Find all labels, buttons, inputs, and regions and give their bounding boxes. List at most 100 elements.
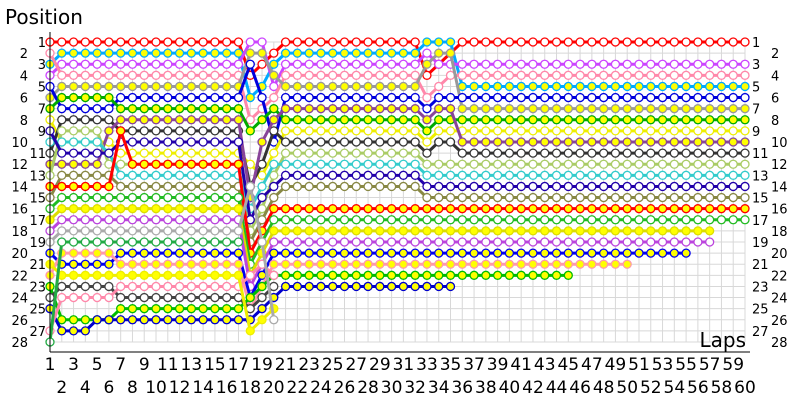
lap-position-marker	[551, 137, 562, 147]
lap-position-marker	[469, 104, 479, 114]
y-tick-label-left: 19	[29, 236, 46, 251]
lap-position-marker	[386, 104, 397, 114]
lap-position-marker	[705, 81, 715, 92]
lap-position-marker	[375, 170, 385, 180]
lap-position-marker	[92, 59, 102, 69]
lap-position-marker	[481, 92, 491, 103]
lap-position-marker	[304, 259, 314, 269]
lap-position-marker	[57, 192, 67, 203]
lap-position-marker	[422, 192, 432, 203]
x-tick-label: 21	[275, 355, 297, 375]
lap-position-marker	[516, 92, 526, 103]
lap-position-marker	[127, 81, 138, 92]
lap-position-marker	[705, 170, 715, 180]
lap-position-marker	[504, 70, 515, 80]
lap-position-marker	[492, 126, 503, 136]
lap-position-marker	[445, 259, 456, 269]
lap-position-marker	[551, 259, 562, 269]
lap-position-marker	[646, 92, 656, 103]
lap-position-marker	[728, 81, 738, 92]
lap-position-marker	[422, 237, 432, 247]
lap-position-marker	[422, 248, 432, 258]
lap-position-marker	[422, 181, 432, 192]
lap-position-marker	[540, 192, 550, 203]
lap-position-marker	[198, 204, 208, 214]
series-line	[50, 40, 745, 77]
lap-position-marker	[304, 237, 314, 247]
y-tick-label-right: 7	[752, 103, 760, 118]
lap-position-marker	[163, 59, 173, 69]
lap-position-marker	[705, 181, 715, 192]
lap-position-marker	[198, 81, 208, 92]
lap-position-marker	[339, 170, 350, 180]
lap-position-marker	[587, 181, 597, 192]
lap-position-marker	[351, 281, 361, 292]
lap-position-marker	[681, 37, 691, 47]
lap-position-marker	[292, 204, 303, 214]
lap-position-marker	[528, 159, 538, 169]
lap-position-marker	[363, 70, 373, 80]
lap-position-marker	[434, 226, 444, 236]
lap-position-marker	[469, 192, 479, 203]
lap-position-marker	[422, 204, 432, 214]
lap-position-marker	[434, 104, 444, 114]
lap-position-marker	[116, 104, 126, 114]
lap-position-marker	[351, 237, 361, 247]
lap-position-marker	[705, 126, 715, 136]
lap-position-marker	[516, 104, 526, 114]
lap-position-marker	[598, 37, 609, 47]
lap-position-marker	[716, 159, 727, 169]
y-tick-label-right: 15	[752, 192, 769, 207]
lap-position-marker	[622, 115, 632, 125]
lap-position-marker	[68, 104, 79, 114]
lap-position-marker	[363, 48, 373, 58]
series-19	[45, 248, 691, 303]
lap-position-marker	[716, 59, 727, 69]
lap-position-marker	[210, 281, 220, 292]
lap-position-marker	[398, 115, 409, 125]
lap-position-marker	[716, 115, 727, 125]
lap-position-marker	[57, 148, 67, 158]
lap-position-marker	[304, 59, 314, 69]
y-tick-label-right: 8	[771, 114, 779, 129]
lap-position-marker	[386, 48, 397, 58]
lap-position-marker	[104, 259, 114, 269]
lap-position-marker	[504, 159, 515, 169]
lap-position-marker	[504, 192, 515, 203]
lap-position-marker	[528, 259, 538, 269]
lap-position-marker	[516, 226, 526, 236]
lap-position-marker	[598, 115, 609, 125]
lap-position-marker	[669, 192, 679, 203]
lap-position-marker	[174, 37, 185, 47]
lap-position-marker	[163, 204, 173, 214]
lap-position-marker	[139, 215, 149, 225]
lap-position-marker	[457, 137, 467, 147]
series-group	[45, 37, 750, 347]
lap-position-marker	[363, 204, 373, 214]
lap-position-marker	[174, 104, 185, 114]
x-tick-label: 31	[393, 355, 415, 375]
lap-position-marker	[587, 70, 597, 80]
lap-position-marker	[104, 281, 114, 292]
lap-position-marker	[386, 81, 397, 92]
lap-position-marker	[80, 237, 90, 247]
lap-position-marker	[304, 181, 314, 192]
lap-position-marker	[151, 59, 161, 69]
lap-position-marker	[540, 248, 550, 258]
y-tick-label-right: 20	[771, 247, 788, 262]
lap-position-marker	[222, 37, 232, 47]
lap-position-marker	[210, 70, 220, 80]
x-tick-label: 48	[593, 378, 615, 398]
y-tick-label-right: 11	[752, 147, 769, 162]
lap-position-marker	[540, 170, 550, 180]
lap-position-marker	[445, 226, 456, 236]
lap-position-marker	[705, 159, 715, 169]
lap-position-marker	[528, 204, 538, 214]
lap-position-marker	[740, 104, 750, 114]
lap-position-marker	[92, 281, 102, 292]
x-tick-label: 17	[228, 355, 250, 375]
y-tick-label-right: 26	[771, 314, 788, 329]
lap-position-marker	[563, 159, 573, 169]
lap-position-marker	[598, 159, 609, 169]
lap-position-marker	[92, 292, 102, 303]
